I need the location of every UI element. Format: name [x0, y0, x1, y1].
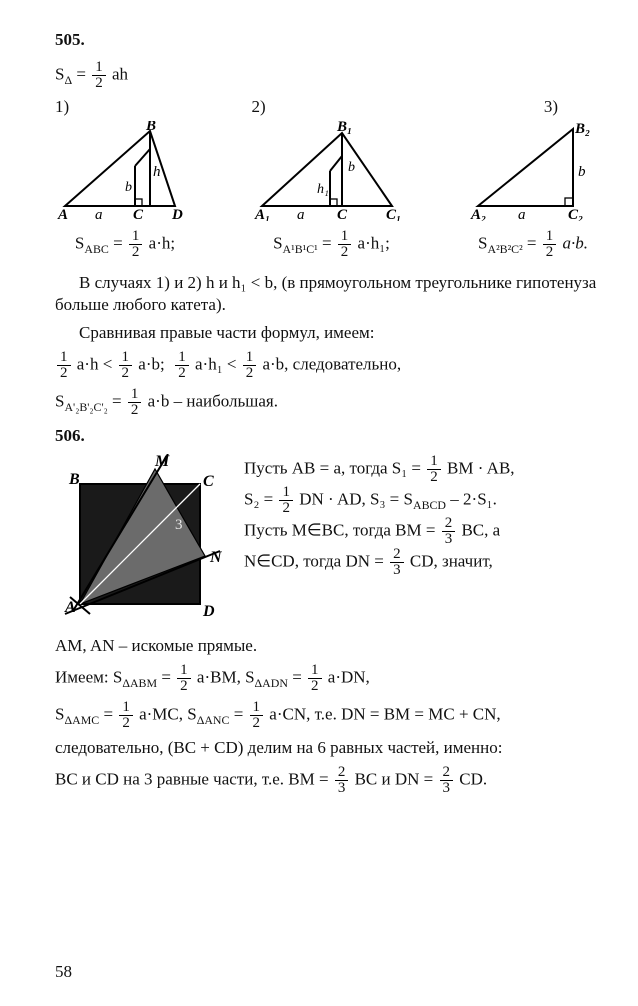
prob506-text: Пусть AB = a, тогда S₁ = 12 BM · AB, S₂ … — [230, 454, 598, 629]
line8: следовательно, (BC + CD) делим на 6 равн… — [55, 737, 598, 759]
problem-506-block: A B C D M N 3 Пусть AB = a, тогда S₁ = 1… — [55, 454, 598, 629]
triangle-3: 3) A₂ B₂ C₂ a b SA²B²C² = 12 a·b. — [468, 97, 598, 260]
svg-text:a: a — [518, 207, 526, 221]
tri3-label: 3) — [468, 97, 598, 117]
tri1-svg: A B C D a b h — [55, 121, 195, 221]
svg-text:b: b — [348, 160, 355, 175]
triangle-1: 1) A B C D a b h SABC = 12 a·h; — [55, 97, 195, 260]
tri2-label: 2) — [252, 97, 412, 117]
page-number: 58 — [55, 962, 72, 982]
tri2-formula: SA¹B¹C¹ = 12 a·h₁; — [252, 229, 412, 260]
problem-506-number: 506. — [55, 426, 598, 446]
tri3-formula: SA²B²C² = 12 a·b. — [468, 229, 598, 260]
conclusion-505: SA'₂B'₂C'₂ = 12 a·b – наибольшая. — [55, 387, 598, 418]
tri2-svg: A₁ B₁ C C₁ a b h₁ — [252, 121, 412, 221]
line7: SΔAMC = 12 a·MC, SΔANC = 12 a·CN, т.е. D… — [55, 700, 598, 731]
svg-text:B: B — [68, 471, 80, 488]
tri1-label: 1) — [55, 97, 195, 117]
svg-text:C₂: C₂ — [568, 207, 583, 221]
svg-text:h: h — [153, 164, 161, 180]
svg-text:D: D — [202, 603, 215, 620]
inequalities: 12 a·h < 12 a·b; 12 a·h₁ < 12 a·b, следо… — [55, 350, 598, 381]
problem-505-number: 505. — [55, 30, 598, 50]
svg-text:C₁: C₁ — [386, 207, 401, 221]
svg-text:A: A — [57, 207, 68, 221]
svg-text:B₁: B₁ — [336, 121, 352, 135]
svg-text:a: a — [95, 207, 103, 221]
text-cases: В случаях 1) и 2) h и h₁ < b, (в прямоуг… — [55, 272, 598, 316]
svg-text:B: B — [145, 121, 156, 134]
square-diagram: A B C D M N 3 — [55, 454, 230, 629]
svg-text:b: b — [578, 164, 586, 180]
svg-text:b: b — [125, 180, 132, 195]
svg-text:a: a — [297, 207, 305, 221]
line9: BC и CD на 3 равные части, т.е. BM = 23 … — [55, 765, 598, 796]
svg-text:N: N — [209, 549, 223, 566]
svg-text:h₁: h₁ — [317, 182, 329, 197]
triangle-2: 2) A₁ B₁ C C₁ a b h₁ SA¹B¹C¹ = 12 a·h₁; — [252, 97, 412, 260]
svg-text:A₂: A₂ — [470, 207, 486, 221]
svg-text:A₁: A₁ — [254, 207, 270, 221]
svg-text:C: C — [133, 207, 144, 221]
line6: Имеем: SΔABM = 12 a·BM, SΔADN = 12 a·DN, — [55, 663, 598, 694]
line5: AM, AN – искомые прямые. — [55, 635, 598, 657]
svg-text:D: D — [171, 207, 183, 221]
svg-text:A: A — [64, 599, 76, 616]
page: 505. SΔ = 12 ah 1) A B C D a b h — [0, 0, 638, 1006]
tri1-formula: SABC = 12 a·h; — [55, 229, 195, 260]
svg-text:3: 3 — [175, 517, 183, 533]
svg-text:C: C — [203, 473, 214, 490]
text-compare: Сравнивая правые части формул, имеем: — [55, 322, 598, 344]
svg-text:B₂: B₂ — [574, 121, 590, 137]
tri3-svg: A₂ B₂ C₂ a b — [468, 121, 598, 221]
triangle-row: 1) A B C D a b h SABC = 12 a·h; — [55, 97, 598, 260]
svg-text:C: C — [337, 207, 348, 221]
svg-text:M: M — [154, 454, 170, 470]
area-formula: SΔ = 12 ah — [55, 60, 598, 91]
